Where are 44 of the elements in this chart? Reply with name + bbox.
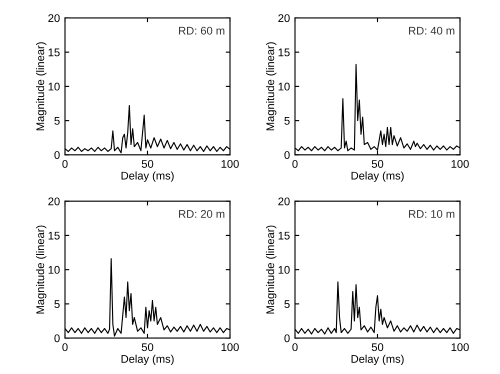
- y-tick-label: 10: [278, 266, 290, 274]
- y-tick-label: 15: [48, 48, 60, 56]
- x-tick-label: 100: [222, 160, 239, 168]
- x-tick-label: 0: [292, 160, 298, 168]
- annotation: RD: 60 m: [179, 26, 224, 35]
- y-axis-title: Magnitude (linear): [36, 226, 46, 314]
- y-axis-title: Magnitude (linear): [36, 42, 46, 130]
- x-axis-title: Delay (ms): [122, 354, 174, 366]
- x-tick-label: 0: [62, 160, 68, 168]
- y-tick-label: 5: [284, 116, 290, 125]
- x-tick-label: 50: [372, 343, 384, 352]
- y-tick-label: 5: [54, 116, 60, 125]
- y-tick-label: 5: [54, 300, 60, 308]
- y-tick-label: 5: [284, 300, 290, 308]
- x-tick-label: 100: [222, 343, 239, 352]
- y-tick-label: 10: [48, 82, 60, 91]
- y-tick-label: 20: [48, 197, 60, 206]
- y-tick-label: 15: [278, 48, 290, 56]
- x-tick-label: 50: [142, 160, 154, 168]
- x-tick-label: 100: [452, 160, 469, 168]
- y-tick-label: 0: [54, 151, 60, 159]
- annotation: RD: 20 m: [179, 210, 224, 218]
- x-tick-label: 100: [452, 343, 469, 352]
- annotation: RD: 40 m: [409, 26, 454, 35]
- y-tick-label: 20: [278, 14, 290, 22]
- y-tick-label: 10: [48, 266, 60, 274]
- y-tick-label: 0: [284, 151, 290, 159]
- y-tick-label: 15: [48, 232, 60, 240]
- y-axis-title: Magnitude (linear): [266, 42, 276, 130]
- y-tick-label: 0: [54, 334, 60, 342]
- x-tick-label: 50: [142, 343, 154, 352]
- x-tick-label: 0: [62, 343, 68, 352]
- annotation: RD: 10 m: [409, 210, 454, 218]
- x-axis-title: Delay (ms): [352, 354, 404, 366]
- y-tick-label: 20: [278, 197, 290, 206]
- y-tick-label: 0: [284, 334, 290, 342]
- x-tick-label: 50: [372, 160, 384, 168]
- y-tick-label: 10: [278, 82, 290, 91]
- x-tick-label: 0: [292, 343, 298, 352]
- y-tick-label: 15: [278, 232, 290, 240]
- y-axis-title: Magnitude (linear): [266, 226, 276, 314]
- y-tick-label: 20: [48, 14, 60, 22]
- x-axis-title: Delay (ms): [122, 171, 174, 182]
- x-axis-title: Delay (ms): [352, 171, 404, 182]
